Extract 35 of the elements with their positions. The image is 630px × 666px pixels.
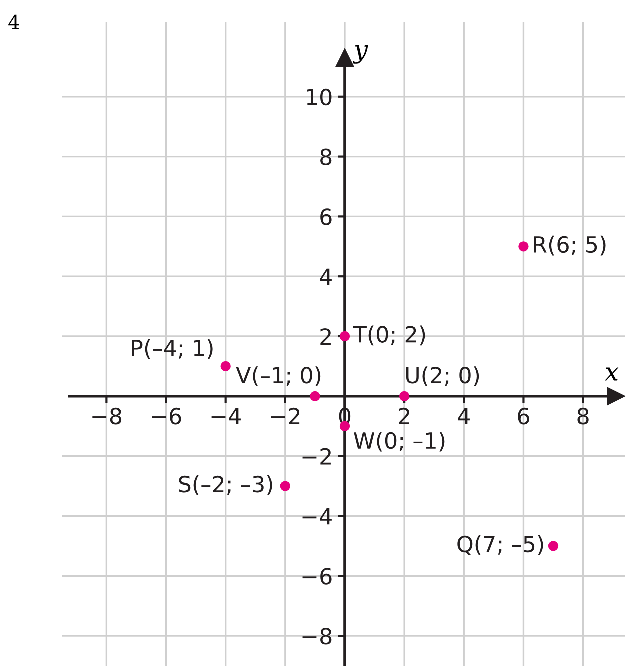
y-tick-label: 2 bbox=[320, 328, 331, 345]
x-tick-label: 2 bbox=[399, 408, 410, 424]
point bbox=[310, 391, 320, 402]
y-tick-label: 10 bbox=[307, 88, 332, 106]
x-tick-label: 6 bbox=[518, 408, 530, 425]
point bbox=[280, 481, 290, 492]
y-tick-label: 8 bbox=[320, 148, 332, 166]
x-tick-label: 8 bbox=[578, 408, 589, 425]
y-tick-label: 4 bbox=[320, 268, 332, 286]
x-tick-label: −6 bbox=[152, 408, 182, 425]
annotation: W(0; –1) bbox=[354, 432, 445, 452]
annotation: Q(7; –5) bbox=[458, 535, 544, 556]
y-tick-label: −2 bbox=[302, 448, 331, 465]
x-tick-label: 4 bbox=[458, 408, 470, 424]
y-tick-label: 6 bbox=[320, 208, 332, 226]
y-tick-label: −4 bbox=[302, 508, 332, 525]
x-tick-label: −8 bbox=[92, 408, 122, 425]
annotation: P(–4; 1) bbox=[132, 339, 213, 360]
point bbox=[548, 541, 559, 552]
annotation: U(2; 0) bbox=[406, 366, 480, 386]
x-axis-title: x bbox=[605, 368, 619, 381]
x-tick-label: −2 bbox=[271, 408, 300, 424]
y-tick-label: −6 bbox=[302, 568, 332, 585]
y-tick-label: −8 bbox=[302, 628, 332, 645]
annotation: R(6; 5) bbox=[534, 236, 606, 256]
point bbox=[340, 331, 350, 342]
annotation: V(–1; 0) bbox=[236, 366, 321, 386]
annotation: T(0; 2) bbox=[353, 326, 426, 346]
x-tick-label: −4 bbox=[212, 408, 241, 424]
y-axis-title: y bbox=[352, 45, 368, 64]
point bbox=[220, 361, 231, 372]
point bbox=[399, 391, 410, 402]
point bbox=[518, 242, 529, 252]
annotation: S(–2; –3) bbox=[179, 476, 272, 496]
text: 4 bbox=[8, 14, 20, 30]
